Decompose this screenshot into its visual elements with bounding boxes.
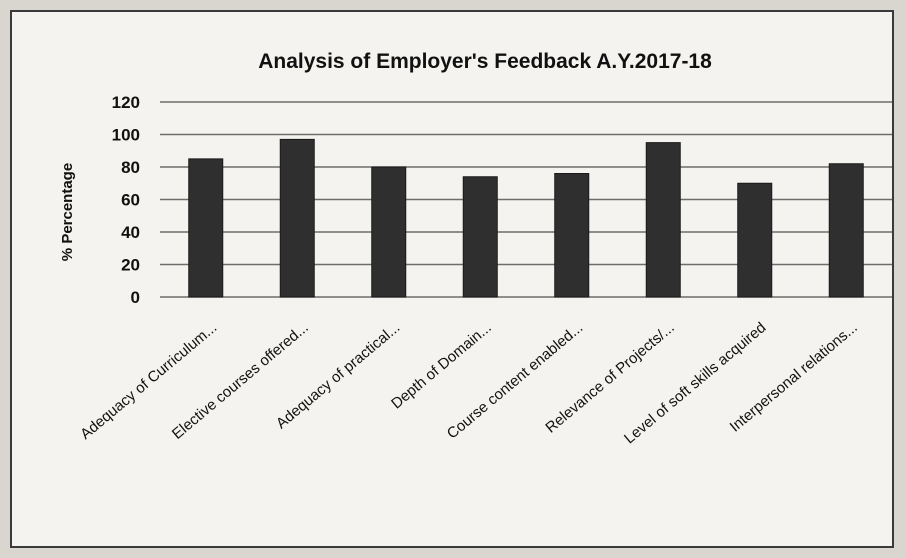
- chart-title: Analysis of Employer's Feedback A.Y.2017…: [258, 50, 712, 73]
- y-tick-label: 100: [112, 126, 140, 145]
- chart-frame: Analysis of Employer's Feedback A.Y.2017…: [10, 10, 894, 548]
- bar: [737, 182, 773, 298]
- bar: [645, 142, 681, 298]
- y-axis-label: % Percentage: [59, 163, 76, 261]
- bars: [188, 138, 864, 298]
- bar: [279, 138, 315, 298]
- bar: [554, 173, 590, 298]
- y-tick-label: 40: [121, 223, 140, 242]
- gridlines: [160, 101, 892, 298]
- y-tick-label: 80: [121, 158, 140, 177]
- bar: [371, 166, 407, 298]
- bar: [188, 158, 224, 298]
- y-tick-label: 60: [121, 191, 140, 210]
- bar: [462, 176, 498, 298]
- y-axis-ticks: 0 20 40 60 80 100 120: [112, 93, 140, 307]
- bar-chart: Analysis of Employer's Feedback A.Y.2017…: [59, 50, 892, 447]
- bar: [828, 163, 864, 298]
- y-tick-label: 20: [121, 256, 140, 275]
- x-axis-labels: Adequacy of Curriculum...Elective course…: [77, 319, 861, 447]
- x-category-label: Depth of Domain...: [388, 319, 495, 412]
- y-tick-label: 0: [131, 288, 140, 307]
- y-tick-label: 120: [112, 93, 140, 112]
